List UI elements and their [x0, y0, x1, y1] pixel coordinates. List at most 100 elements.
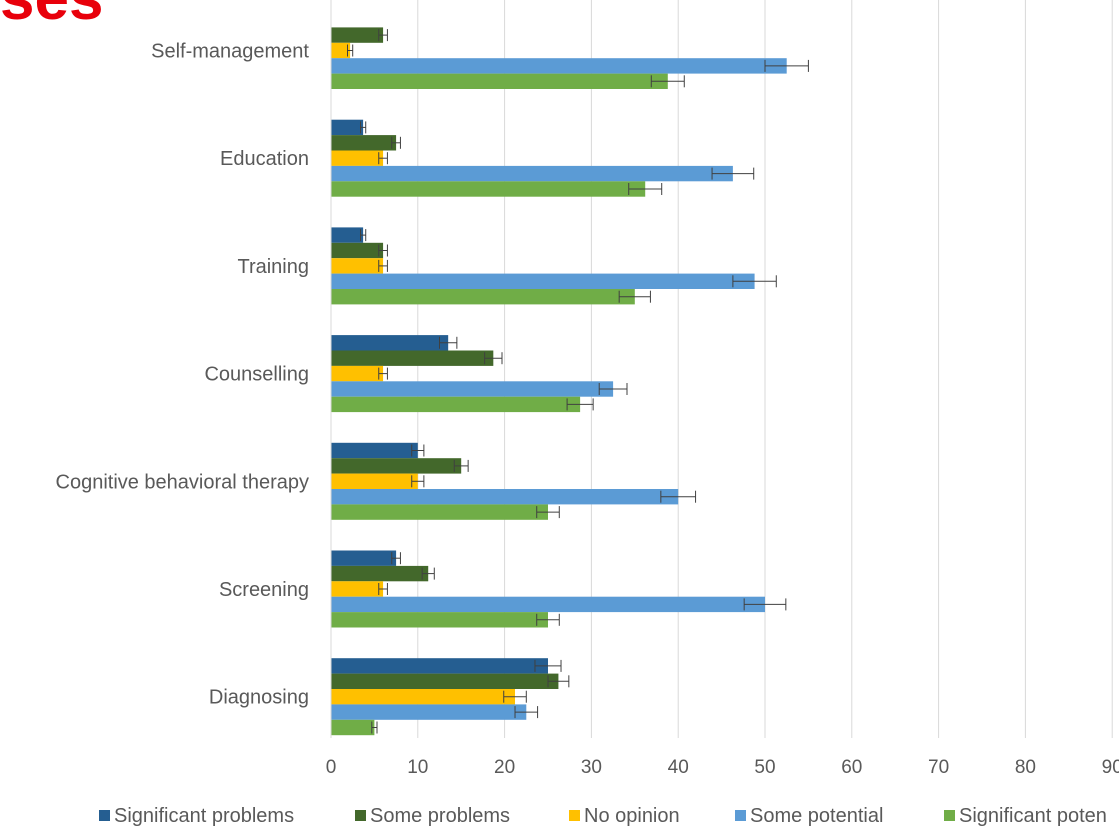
x-tick-10: 10	[407, 757, 428, 778]
x-tick-labels: 0 10 20 30 40 50 60 70 80 90	[326, 757, 1119, 778]
bar-counselling-significant-poten	[331, 396, 581, 413]
category-label-education: Education	[220, 148, 309, 170]
bar-screening-some-problems	[331, 565, 429, 582]
error-bar-training-significant-poten	[618, 290, 651, 303]
x-tick-60: 60	[841, 757, 862, 778]
legend-swatch	[944, 810, 955, 821]
error-bar-self-management-significant-poten	[650, 75, 685, 88]
error-bar-screening-some-potential	[743, 598, 787, 611]
bar-self-management-no-opinion	[331, 42, 351, 59]
error-bar-cognitive-behavioral-therapy-some-potential	[660, 490, 697, 503]
error-bar-counselling-significant-problems	[439, 336, 458, 349]
error-bar-self-management-some-problems	[378, 29, 388, 42]
category-label-training: Training	[237, 256, 309, 278]
chart-title-fragment: ses	[0, 0, 103, 30]
bar-diagnosing-some-problems	[331, 673, 559, 689]
legend-label: Significant problems	[114, 805, 294, 827]
bar-training-some-problems	[331, 242, 384, 259]
bar-series-group	[331, 27, 787, 736]
error-bar-diagnosing-some-problems	[547, 675, 570, 688]
bar-counselling-no-opinion	[331, 365, 384, 382]
x-tick-80: 80	[1015, 757, 1036, 778]
x-tick-50: 50	[754, 757, 775, 778]
bar-diagnosing-significant-problems	[331, 658, 548, 674]
x-tick-0: 0	[326, 757, 337, 778]
bar-screening-significant-problems	[331, 550, 397, 566]
category-label-diagnosing: Diagnosing	[209, 687, 309, 709]
bar-screening-significant-poten	[331, 612, 548, 628]
category-label-counselling: Counselling	[204, 364, 309, 386]
legend-item-some-problems: Some problems	[355, 805, 510, 827]
error-bar-counselling-no-opinion	[378, 367, 388, 380]
legend-label: Some problems	[370, 805, 510, 827]
error-bar-training-no-opinion	[378, 259, 388, 272]
bar-screening-some-potential	[331, 596, 765, 613]
category-label-self-management: Self-management	[151, 41, 309, 63]
error-bar-cognitive-behavioral-therapy-some-problems	[453, 459, 469, 472]
bar-training-some-potential	[331, 273, 755, 289]
error-bar-counselling-some-potential	[598, 383, 628, 395]
bar-training-significant-problems	[331, 227, 364, 243]
bar-self-management-some-potential	[331, 58, 787, 74]
legend-label: Some potential	[750, 805, 883, 827]
bar-diagnosing-significant-poten	[331, 719, 375, 736]
error-bar-training-significant-problems	[360, 229, 367, 242]
legend-swatch	[355, 810, 366, 821]
error-bar-training-some-potential	[732, 275, 777, 288]
x-tick-70: 70	[928, 757, 949, 778]
x-tick-30: 30	[581, 757, 602, 778]
bar-education-significant-poten	[331, 181, 646, 197]
bar-diagnosing-some-potential	[331, 704, 527, 720]
bar-counselling-some-problems	[331, 350, 494, 366]
bar-education-some-problems	[331, 135, 397, 151]
bar-education-significant-problems	[331, 119, 364, 136]
bar-education-some-potential	[331, 165, 733, 182]
category-label-cognitive-behavioral-therapy: Cognitive behavioral therapy	[56, 471, 310, 493]
bar-cognitive-behavioral-therapy-some-problems	[331, 458, 462, 474]
bar-self-management-some-problems	[331, 27, 384, 43]
error-bar-self-management-some-potential	[764, 59, 809, 72]
error-bar-education-significant-poten	[628, 183, 663, 195]
legend-item-significant-poten: Significant poten	[944, 805, 1107, 827]
error-bar-self-management-no-opinion	[346, 44, 354, 57]
error-bar-diagnosing-some-potential	[514, 706, 539, 719]
bar-education-no-opinion	[331, 150, 384, 166]
error-bar-screening-significant-poten	[536, 613, 560, 626]
legend-item-no-opinion: No opinion	[569, 805, 680, 827]
error-bar-diagnosing-no-opinion	[503, 690, 527, 703]
error-bar-cognitive-behavioral-therapy-no-opinion	[411, 475, 425, 488]
legend-label: Significant poten	[959, 805, 1107, 827]
error-bar-cognitive-behavioral-therapy-significant-poten	[536, 506, 560, 519]
bar-diagnosing-no-opinion	[331, 689, 516, 705]
error-bar-screening-significant-problems	[391, 552, 401, 565]
legend-item-some-potential: Some potential	[735, 805, 883, 827]
bar-training-no-opinion	[331, 258, 384, 274]
error-bar-training-some-problems	[378, 244, 388, 257]
x-tick-40: 40	[668, 757, 689, 778]
error-bar-cognitive-behavioral-therapy-significant-problems	[411, 444, 425, 457]
bar-cognitive-behavioral-therapy-significant-poten	[331, 504, 548, 520]
legend-swatch	[569, 810, 580, 821]
x-tick-90: 90	[1102, 757, 1119, 778]
gridlines	[417, 0, 1113, 738]
legend-item-significant-problems: Significant problems	[99, 805, 294, 827]
bar-screening-no-opinion	[331, 581, 384, 597]
error-bar-diagnosing-significant-poten	[371, 721, 378, 734]
bar-cognitive-behavioral-therapy-significant-problems	[331, 442, 418, 459]
error-bar-counselling-significant-poten	[566, 398, 594, 411]
error-bar-education-some-potential	[711, 167, 755, 180]
error-bar-screening-some-problems	[421, 567, 435, 580]
legend-label: No opinion	[584, 805, 680, 827]
bar-self-management-significant-poten	[331, 73, 668, 89]
error-bar-screening-no-opinion	[378, 583, 388, 595]
category-labels: Self-management Education Training Counsell…	[56, 41, 310, 709]
category-label-screening: Screening	[219, 579, 309, 601]
bar-cognitive-behavioral-therapy-some-potential	[331, 489, 679, 505]
legend-swatch	[735, 810, 746, 821]
error-bar-education-no-opinion	[378, 152, 388, 165]
error-bar-diagnosing-significant-problems	[534, 659, 562, 672]
bar-counselling-some-potential	[331, 381, 614, 397]
error-bars-group	[346, 29, 809, 734]
error-bar-education-significant-problems	[360, 121, 367, 134]
